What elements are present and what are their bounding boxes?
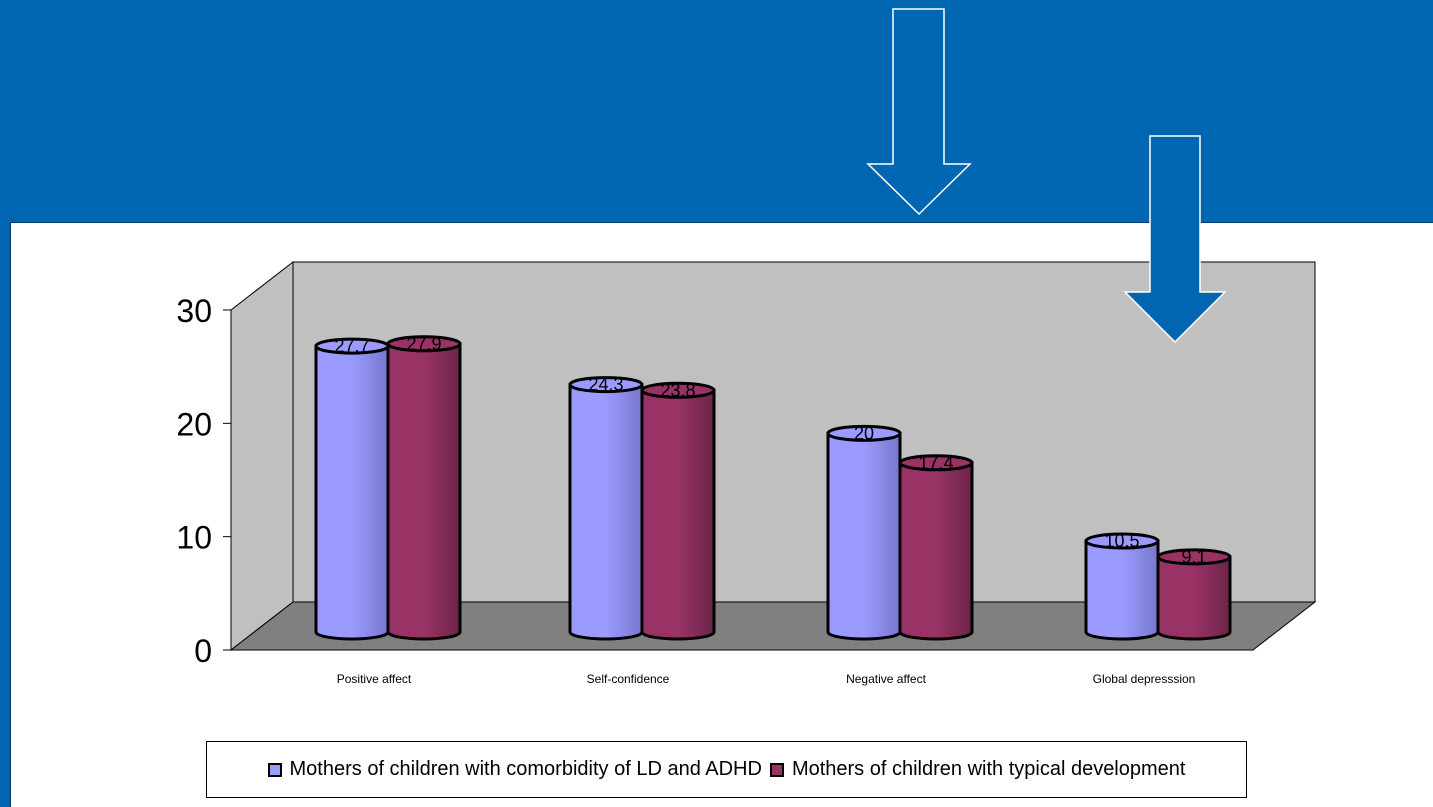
bar-top-3-series-1 (826, 424, 902, 442)
bar-4-series-1 (1084, 539, 1160, 641)
bar-4-series-2 (1156, 555, 1232, 641)
chart-legend: Mothers of children with comorbidity of … (206, 741, 1247, 798)
filled-down-arrow-icon (1123, 135, 1227, 344)
legend-item-series-1: Mothers of children with comorbidity of … (267, 758, 762, 781)
legend-label-series-2: Mothers of children with typical develop… (791, 758, 1186, 780)
data-label-4-series-1: 10.5 (1104, 531, 1139, 551)
bar-1-series-2 (386, 342, 462, 641)
bar-3-series-2 (898, 461, 974, 641)
bar-top-3-series-2 (898, 454, 974, 472)
data-label-3-series-2: 17.4 (918, 453, 953, 473)
data-label-1-series-1: 27.7 (334, 336, 369, 356)
bar-1-series-1 (314, 344, 390, 641)
bar-2-series-2 (640, 388, 716, 641)
data-label-2-series-1: 24.3 (588, 375, 623, 395)
legend-item-series-2: Mothers of children with typical develop… (769, 758, 1186, 781)
bar-3-series-1 (826, 431, 902, 641)
data-label-1-series-2: 27.9 (406, 334, 441, 354)
bar-top-4-series-1 (1084, 532, 1160, 550)
x-category-label: Global depresssion (1093, 672, 1196, 686)
x-category-label: Self-confidence (587, 672, 670, 686)
bar-top-1-series-2 (386, 335, 462, 353)
chart-side-wall (230, 260, 294, 652)
bar-top-4-series-2 (1156, 548, 1232, 566)
legend-label-series-1: Mothers of children with comorbidity of … (289, 758, 762, 780)
data-label-3-series-1: 20 (854, 423, 874, 443)
y-tick-label: 30 (176, 293, 212, 329)
data-label-2-series-2: 23.8 (660, 380, 695, 400)
legend-swatch-series-1 (267, 762, 282, 777)
bar-top-2-series-2 (640, 381, 716, 399)
x-category-label: Negative affect (846, 672, 926, 686)
data-label-4-series-2: 9.1 (1181, 547, 1206, 567)
x-category-label: Positive affect (337, 672, 412, 686)
y-tick-label: 10 (176, 520, 212, 556)
outline-down-arrow-icon (866, 8, 972, 216)
bar-2-series-1 (568, 383, 644, 641)
y-tick-label: 20 (176, 406, 212, 442)
chart-floor (229, 601, 1317, 651)
bar-top-2-series-1 (568, 376, 644, 394)
legend-swatch-series-2 (769, 762, 784, 777)
y-tick-label: 0 (194, 633, 212, 669)
